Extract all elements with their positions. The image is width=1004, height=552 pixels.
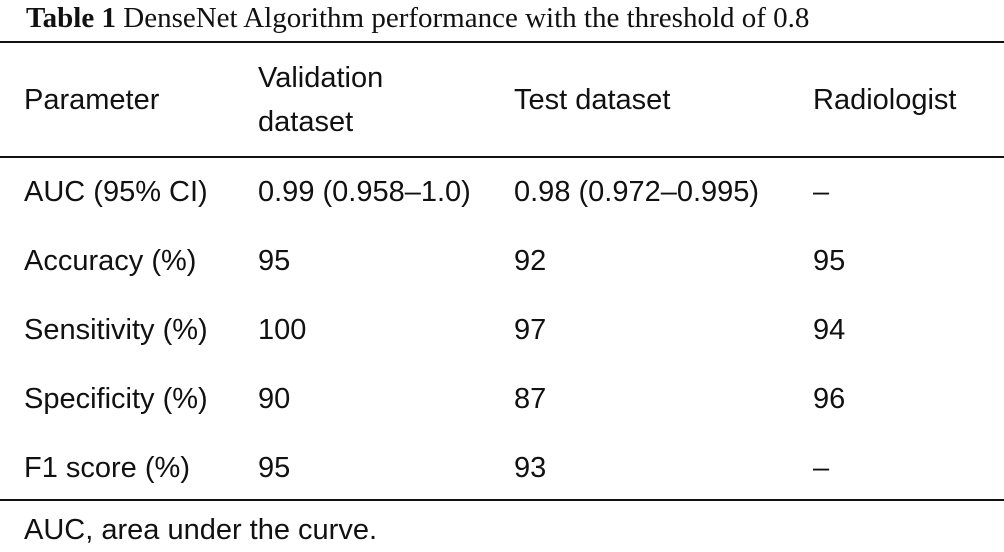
row-label: Accuracy (%) [24,245,197,277]
table-cell: 95 [258,245,291,277]
table-cell: – [813,452,830,484]
column-header: Validation dataset [258,62,384,138]
table-cell: 87 [514,383,547,415]
top-rule [0,41,1004,43]
table-caption: Table 1 DenseNet Algorithm performance w… [26,0,809,36]
table-cell: 97 [514,314,547,346]
table-cell: 93 [514,452,547,484]
table-cell: 0.98 (0.972–0.995) [514,176,760,208]
header-rule [0,156,1004,158]
column-header: Radiologist [813,84,957,116]
table-cell: – [813,176,830,208]
table-cell: 0.99 (0.958–1.0) [258,176,471,208]
table-label: Table 1 [26,2,116,34]
column-header: Parameter [24,84,160,116]
table-cell: 95 [813,245,846,277]
table-cell: 100 [258,314,307,346]
table-cell: 92 [514,245,547,277]
bottom-rule [0,499,1004,501]
table-cell: 94 [813,314,846,346]
column-header: Test dataset [514,84,671,116]
table-cell: 95 [258,452,291,484]
row-label: Specificity (%) [24,383,208,415]
row-label: Sensitivity (%) [24,314,208,346]
footnote: AUC, area under the curve. [24,514,378,546]
table-title: DenseNet Algorithm performance with the … [123,2,810,34]
table-cell: 90 [258,383,291,415]
row-label: AUC (95% CI) [24,176,208,208]
table-cell: 96 [813,383,846,415]
row-label: F1 score (%) [24,452,190,484]
